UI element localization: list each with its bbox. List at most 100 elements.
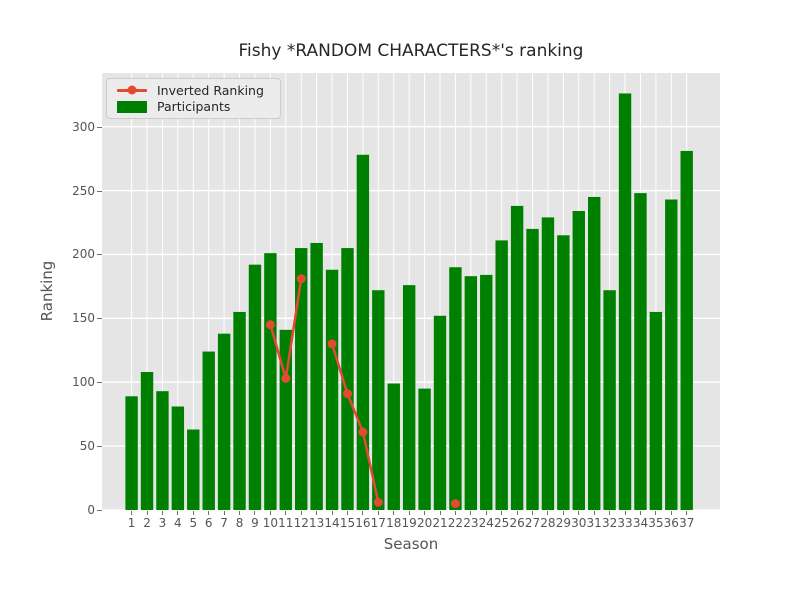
participants-bar — [541, 217, 555, 510]
participants-bar — [572, 211, 585, 510]
participants-bar — [217, 333, 231, 510]
participants-bar — [279, 329, 292, 510]
x-tick-mark — [686, 511, 688, 515]
legend-bar-swatch — [117, 100, 147, 113]
legend-label-line: Inverted Ranking — [157, 82, 264, 98]
x-tick-label: 2 — [143, 516, 151, 530]
participants-bar — [264, 253, 277, 510]
x-tick-label: 21 — [432, 516, 448, 530]
x-tick-label: 36 — [663, 516, 679, 530]
x-tick-label: 23 — [463, 516, 479, 530]
x-tick-label: 29 — [555, 516, 571, 530]
participants-bar — [341, 248, 354, 510]
participants-bar — [603, 290, 616, 510]
x-tick-label: 14 — [324, 516, 340, 530]
x-tick-mark — [192, 511, 194, 515]
participants-bar — [387, 383, 400, 510]
x-tick-label: 34 — [632, 516, 649, 530]
participants-bar — [156, 391, 169, 510]
x-tick-label: 19 — [401, 516, 417, 530]
y-tick-mark — [97, 318, 102, 320]
x-tick-mark — [454, 511, 456, 515]
inverted-ranking-line — [330, 343, 380, 503]
legend-item-participants: Participants — [117, 99, 270, 114]
x-tick-mark — [254, 511, 256, 515]
chart-title: Fishy *RANDOM CHARACTERS*'s ranking — [238, 41, 584, 61]
x-tick-label: 30 — [571, 516, 587, 530]
y-tick-label: 0 — [87, 503, 95, 517]
x-tick-mark — [300, 511, 302, 515]
x-tick-mark — [362, 511, 364, 515]
x-tick-label: 17 — [370, 516, 386, 530]
participants-bar — [325, 269, 339, 510]
x-tick-label: 7 — [220, 516, 228, 530]
x-tick-mark — [239, 511, 241, 515]
y-tick-label: 100 — [72, 375, 95, 390]
x-tick-mark — [146, 511, 148, 515]
participants-bar — [510, 205, 524, 510]
x-tick-label: 35 — [648, 516, 664, 530]
x-tick-mark — [624, 511, 626, 515]
x-tick-label: 4 — [174, 516, 182, 530]
legend-line-sample — [117, 85, 147, 95]
y-tick-mark — [97, 382, 102, 384]
x-tick-label: 32 — [601, 516, 618, 530]
x-tick-mark — [208, 511, 210, 515]
participants-bar — [418, 388, 431, 510]
x-tick-label: 33 — [617, 516, 633, 530]
x-tick-mark — [670, 511, 672, 515]
participants-bar — [233, 311, 246, 510]
x-tick-mark — [269, 511, 271, 515]
inverted-ranking-marker — [281, 373, 291, 383]
participants-bar — [557, 235, 570, 510]
x-tick-mark — [532, 511, 534, 515]
x-tick-label: 8 — [235, 516, 244, 530]
x-tick-mark — [501, 511, 503, 515]
x-tick-mark — [223, 511, 225, 515]
participants-bar — [295, 248, 308, 510]
participants-bar — [125, 396, 138, 510]
participants-bar — [588, 196, 601, 510]
x-axis-label: Season — [383, 535, 439, 553]
x-tick-mark — [562, 511, 564, 515]
x-tick-mark — [424, 511, 426, 515]
x-tick-mark — [547, 511, 549, 515]
participants-bar — [372, 290, 385, 510]
participants-bar — [248, 264, 262, 510]
legend: Inverted Ranking Participants — [106, 78, 281, 119]
legend-label-bar: Participants — [157, 99, 231, 115]
participants-bar — [665, 199, 678, 510]
y-tick-mark — [97, 190, 102, 192]
participants-bar — [680, 150, 693, 510]
participants-bar — [480, 274, 493, 510]
y-tick-label: 300 — [72, 119, 95, 134]
participants-bar — [634, 193, 647, 510]
y-tick-mark — [97, 510, 102, 511]
participants-bar — [618, 93, 632, 510]
x-tick-mark — [377, 511, 379, 515]
x-tick-label: 26 — [509, 516, 525, 530]
x-tick-mark — [593, 511, 595, 515]
x-tick-mark — [655, 511, 657, 515]
x-tick-mark — [485, 511, 487, 515]
inverted-ranking-marker — [450, 499, 460, 509]
y-tick-mark — [97, 446, 102, 448]
participants-bar — [310, 242, 323, 510]
x-tick-label: 12 — [293, 516, 309, 530]
y-tick-label: 150 — [72, 311, 95, 326]
y-tick-mark — [97, 126, 102, 128]
x-tick-label: 5 — [189, 516, 198, 530]
participants-bar — [140, 372, 154, 510]
x-tick-mark — [639, 511, 641, 515]
inverted-ranking-marker — [358, 427, 368, 437]
participants-bar — [495, 240, 508, 510]
x-tick-label: 13 — [308, 516, 325, 530]
x-tick-label: 16 — [355, 516, 371, 530]
x-tick-label: 9 — [251, 516, 259, 530]
x-tick-mark — [578, 511, 580, 515]
x-tick-mark — [161, 511, 163, 515]
x-tick-label: 31 — [586, 516, 602, 530]
legend-item-inverted-ranking: Inverted Ranking — [117, 83, 270, 98]
x-tick-label: 10 — [262, 516, 279, 530]
x-tick-mark — [470, 511, 472, 515]
